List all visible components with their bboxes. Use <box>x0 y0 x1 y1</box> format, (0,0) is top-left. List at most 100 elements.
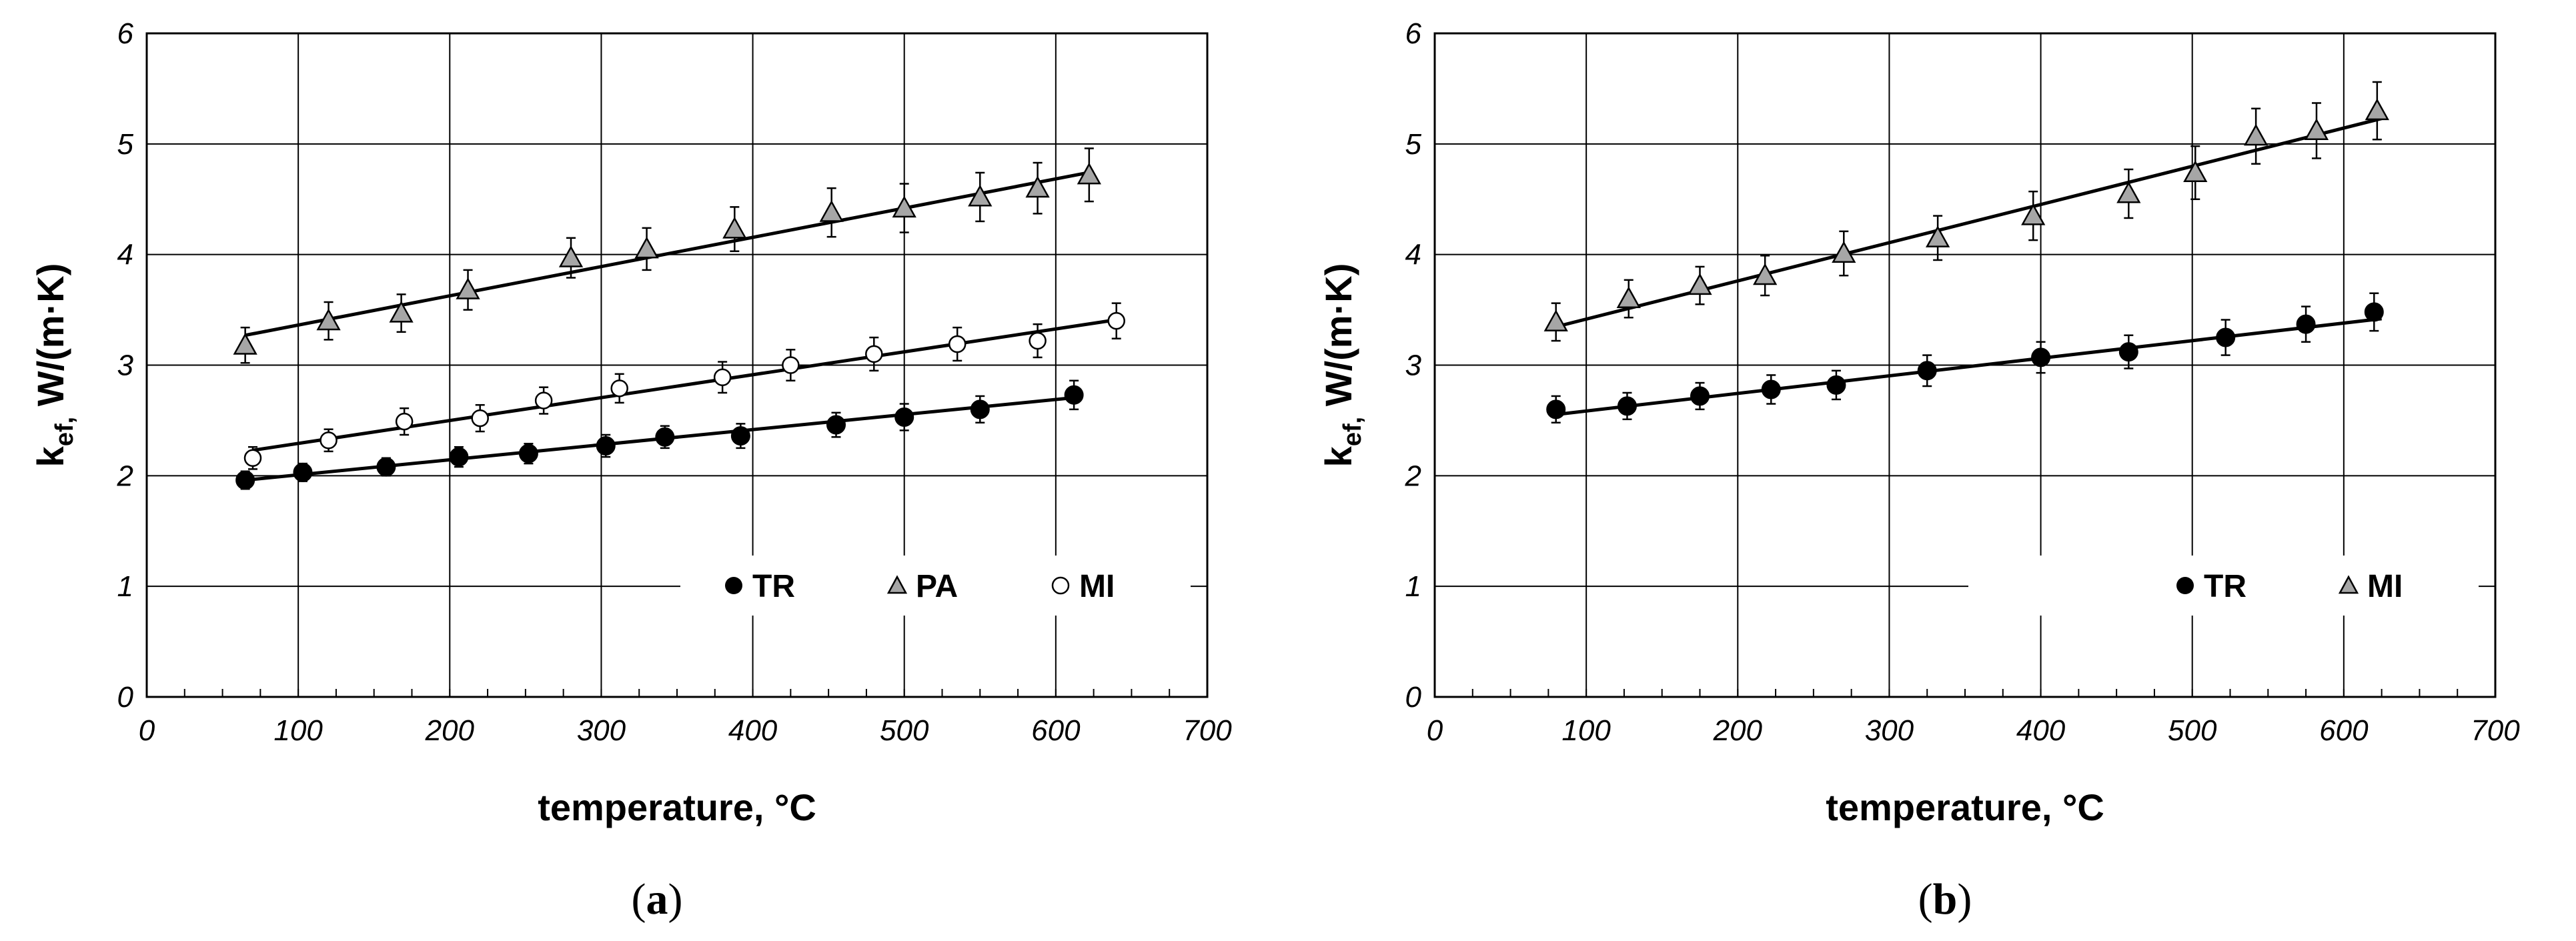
chart-b-series-tr <box>1546 292 2384 423</box>
chart-a-caption-open: ( <box>632 875 646 924</box>
chart-b-ytick-label: 1 <box>1405 570 1421 603</box>
chart-a-series-pa-point <box>819 200 844 222</box>
chart-b-y-axis-title-units: W/(m·K) <box>1317 263 1359 417</box>
chart-a-xtick-label: 600 <box>1031 714 1081 747</box>
chart-a-series-pa-point <box>968 184 993 207</box>
chart-b-series-tr-point <box>2296 314 2316 334</box>
chart-a-series-mi-point <box>713 368 732 386</box>
chart-b-series-tr-point <box>2216 327 2236 347</box>
chart-b-series-tr-point <box>1690 386 1710 406</box>
chart-a-series-mi-point <box>534 391 553 409</box>
chart-b-y-axis-title: kef, W/(m·K) <box>1317 263 1367 467</box>
chart-b-svg: 0 1 2 3 4 5 6 0 100 200 300 400 500 600 700 temperature… <box>1317 17 2520 924</box>
chart-b-caption: (b) <box>1918 875 1972 924</box>
chart-b-caption-open: ( <box>1918 875 1933 924</box>
chart-a-xtick-label: 700 <box>1183 714 1232 747</box>
chart-b-legend-item-tr: TR <box>2176 569 2246 604</box>
chart-b-legend-marker <box>2338 575 2359 594</box>
chart-b-ytick-label: 0 <box>1405 681 1422 714</box>
chart-a-series-pa-point <box>722 216 747 239</box>
chart-a-ytick-label: 4 <box>117 239 133 271</box>
chart-b-series-mi-point <box>2304 118 2329 140</box>
chart-a-series-mi-point <box>865 345 883 363</box>
chart-a-xtick-label: 100 <box>273 714 323 747</box>
chart-b-ytick-label: 6 <box>1405 17 1422 50</box>
chart-a-ytick-label: 1 <box>117 570 133 603</box>
chart-b-series-mi <box>1543 81 2389 342</box>
chart-b-ytick-label: 5 <box>1405 128 1422 161</box>
chart-a-xtick-label: 0 <box>139 714 155 747</box>
chart-b-ytick-label: 4 <box>1405 239 1421 271</box>
chart-a-frame <box>145 32 1209 698</box>
chart-a-series-pa-point <box>389 300 414 323</box>
chart-b-series-mi-point <box>1688 273 1712 295</box>
chart-a-svg: 0 1 2 3 4 5 6 0 100 200 300 400 500 600 700 temperature… <box>29 17 1232 924</box>
chart-b-xtick-label: 600 <box>2319 714 2369 747</box>
chart-b-series-mi-point <box>2183 160 2208 182</box>
chart-a-legend-marker <box>886 575 908 594</box>
chart-a-series-pa-point <box>1025 175 1050 198</box>
chart-a-y-axis-title-sub: ef, <box>51 417 79 446</box>
chart-a-x-axis-title: temperature, °C <box>538 786 816 828</box>
chart-a-series-tr-point <box>518 443 538 463</box>
chart-a-series-pa-point <box>892 195 916 218</box>
chart-a-series-tr-point <box>596 436 616 456</box>
chart-b-xtick-label: 0 <box>1427 714 1443 747</box>
chart-panel-b: 0 1 2 3 4 5 6 0 100 200 300 400 500 600 700 temperature… <box>1288 0 2576 941</box>
chart-b-ytick-label: 2 <box>1405 459 1421 492</box>
chart-b-series-mi-point <box>1543 309 1568 331</box>
chart-a-series-tr-point <box>655 427 675 447</box>
chart-a-caption-close: ) <box>668 875 683 924</box>
chart-b-xtick-label: 700 <box>2471 714 2520 747</box>
chart-a-series-tr-point <box>293 462 313 482</box>
chart-b-series-tr-point <box>1761 379 1781 399</box>
chart-a-xtick-label: 300 <box>577 714 626 747</box>
chart-a-series-pa-point <box>1077 162 1101 185</box>
chart-b-legend-item-mi: MI <box>2338 569 2403 604</box>
chart-b-series-mi-point <box>1753 263 1778 285</box>
chart-a-ytick-label: 5 <box>117 128 134 161</box>
chart-a-legend-box <box>680 556 1191 616</box>
chart-a-y-axis-title-units: W/(m·K) <box>29 263 71 417</box>
chart-a-series-mi-point <box>319 431 338 449</box>
chart-a-legend-marker <box>1051 576 1070 595</box>
chart-b-y-axis-title-k: k <box>1317 445 1359 467</box>
chart-b-y-axis-title-sub: ef, <box>1339 417 1367 446</box>
chart-a-series-mi <box>243 302 1125 470</box>
chart-a-ytick-label: 3 <box>117 349 134 382</box>
chart-b-legend-label: TR <box>2204 569 2246 604</box>
chart-a-series-pa-point <box>558 245 584 267</box>
chart-a-series-mi-point <box>243 449 262 467</box>
chart-b-series-mi-point <box>2116 181 2141 203</box>
chart-a-xtick-label: 400 <box>728 714 778 747</box>
chart-b-legend-label: MI <box>2367 569 2403 604</box>
chart-a-caption: (a) <box>632 875 683 924</box>
chart-a-y-axis-title-k: k <box>29 445 71 467</box>
chart-a-legend-item-pa: PA <box>886 569 958 604</box>
chart-a-series-tr-point <box>894 407 914 427</box>
chart-a-series-mi-point <box>782 356 800 374</box>
chart-a-series-pa-point <box>233 333 257 355</box>
chart-a-series-pa-point <box>316 308 341 331</box>
chart-b-frame <box>1433 32 2497 698</box>
chart-a-legend-marker <box>725 577 742 594</box>
chart-a-series-mi-point <box>395 412 414 431</box>
chart-panel-a: 0 1 2 3 4 5 6 0 100 200 300 400 500 600 700 temperature… <box>29 17 1232 924</box>
chart-a-series-mi-point <box>948 335 967 353</box>
chart-a-series-pa <box>233 147 1101 364</box>
chart-b-series-tr-point <box>1826 375 1846 395</box>
chart-b-series-mi-point <box>1925 225 1950 247</box>
chart-b-series-mi-point <box>1616 286 1641 309</box>
chart-b-series-mi-point <box>1832 241 1856 263</box>
chart-a-series-tr-point <box>826 415 846 435</box>
chart-b-series-tr-point <box>2118 342 2138 362</box>
chart-a-series-mi-point <box>1107 311 1125 330</box>
chart-a-legend-label: PA <box>916 569 958 604</box>
chart-b-legend-box <box>1968 556 2479 616</box>
chart-a-legend-label: TR <box>752 569 795 604</box>
chart-b-series-tr-point <box>1917 361 1937 381</box>
chart-b-series-mi-point <box>2021 203 2046 225</box>
chart-a-series-mi-point <box>610 379 628 397</box>
chart-b-caption-close: ) <box>1957 875 1972 924</box>
chart-a-ytick-label: 0 <box>117 681 134 714</box>
